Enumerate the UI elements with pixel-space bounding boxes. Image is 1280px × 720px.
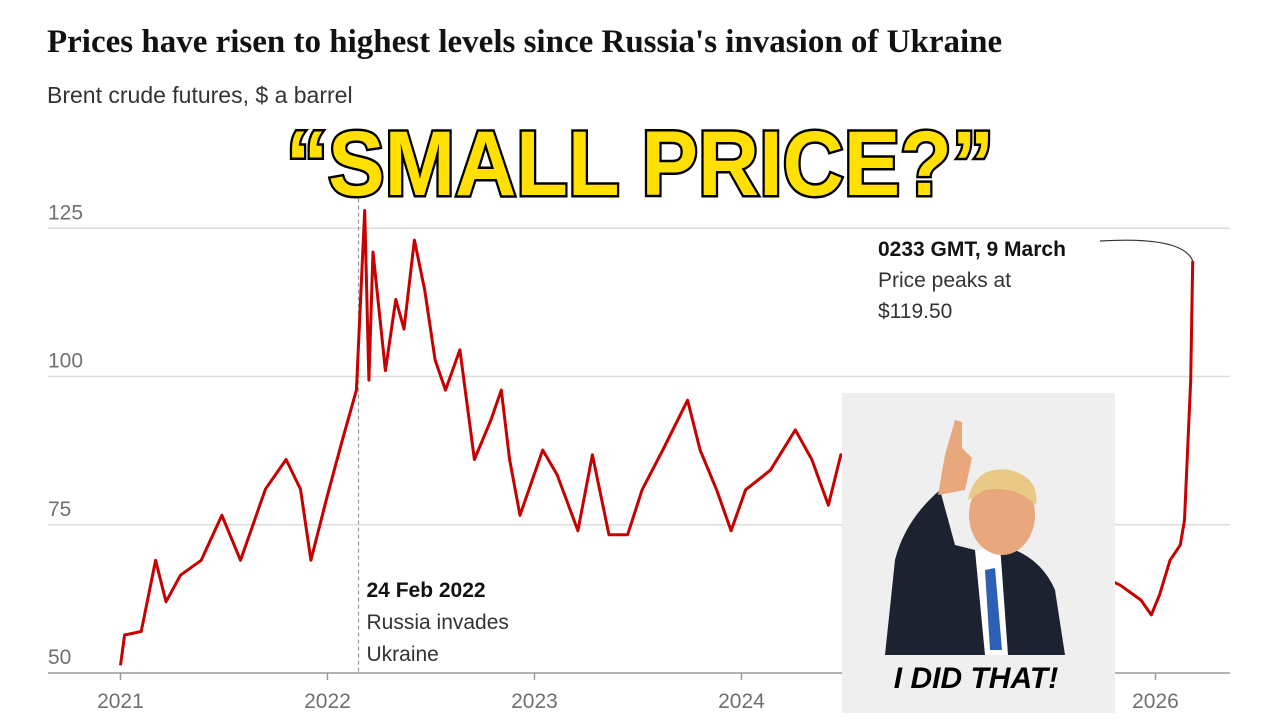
annotation-text: 0233 GMT, 9 March	[878, 238, 1066, 261]
annotation-text: $119.50	[878, 300, 952, 323]
headline-overlay: “SMALL PRICE?”	[286, 112, 994, 215]
sticker: I DID THAT!	[842, 393, 1115, 713]
chart-subtitle: Brent crude futures, $ a barrel	[47, 82, 353, 108]
annotation-connector	[1099, 239, 1194, 262]
annotation-text: Russia invades	[367, 611, 509, 634]
x-tick-label: 2023	[511, 690, 558, 713]
x-tick-label: 2021	[97, 690, 144, 713]
sticker-tie	[985, 568, 1002, 650]
annotation-text: 24 Feb 2022	[367, 579, 486, 602]
chart-title: Prices have risen to highest levels sinc…	[47, 24, 1002, 60]
sticker-caption: I DID THAT!	[894, 662, 1058, 695]
y-tick-label: 100	[48, 350, 83, 373]
price-line	[119, 209, 1195, 666]
sticker-face	[969, 475, 1035, 555]
annotation-text: Price peaks at	[878, 269, 1011, 292]
x-tick-label: 2026	[1132, 690, 1179, 713]
x-tick-label: 2024	[718, 690, 765, 713]
sticker-hair	[968, 469, 1037, 505]
annotation-text: Ukraine	[367, 643, 439, 666]
y-tick-label: 125	[48, 201, 83, 224]
y-tick-label: 50	[48, 646, 71, 669]
sticker-hand	[938, 420, 972, 495]
x-tick-label: 2022	[304, 690, 351, 713]
sticker-suit	[885, 490, 1065, 655]
y-tick-label: 75	[48, 498, 71, 521]
